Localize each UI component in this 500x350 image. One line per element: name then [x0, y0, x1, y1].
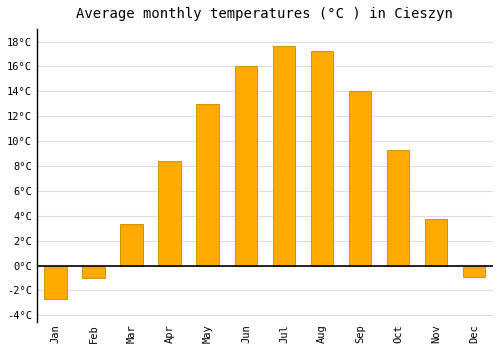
Bar — [196, 104, 220, 266]
Bar — [82, 266, 105, 278]
Bar — [234, 66, 258, 266]
Bar — [44, 266, 67, 299]
Bar — [386, 150, 409, 266]
Bar — [424, 219, 448, 266]
Title: Average monthly temperatures (°C ) in Cieszyn: Average monthly temperatures (°C ) in Ci… — [76, 7, 454, 21]
Bar — [272, 47, 295, 266]
Bar — [120, 224, 144, 266]
Bar — [348, 91, 372, 266]
Bar — [158, 161, 182, 266]
Bar — [310, 51, 334, 266]
Bar — [462, 266, 485, 277]
